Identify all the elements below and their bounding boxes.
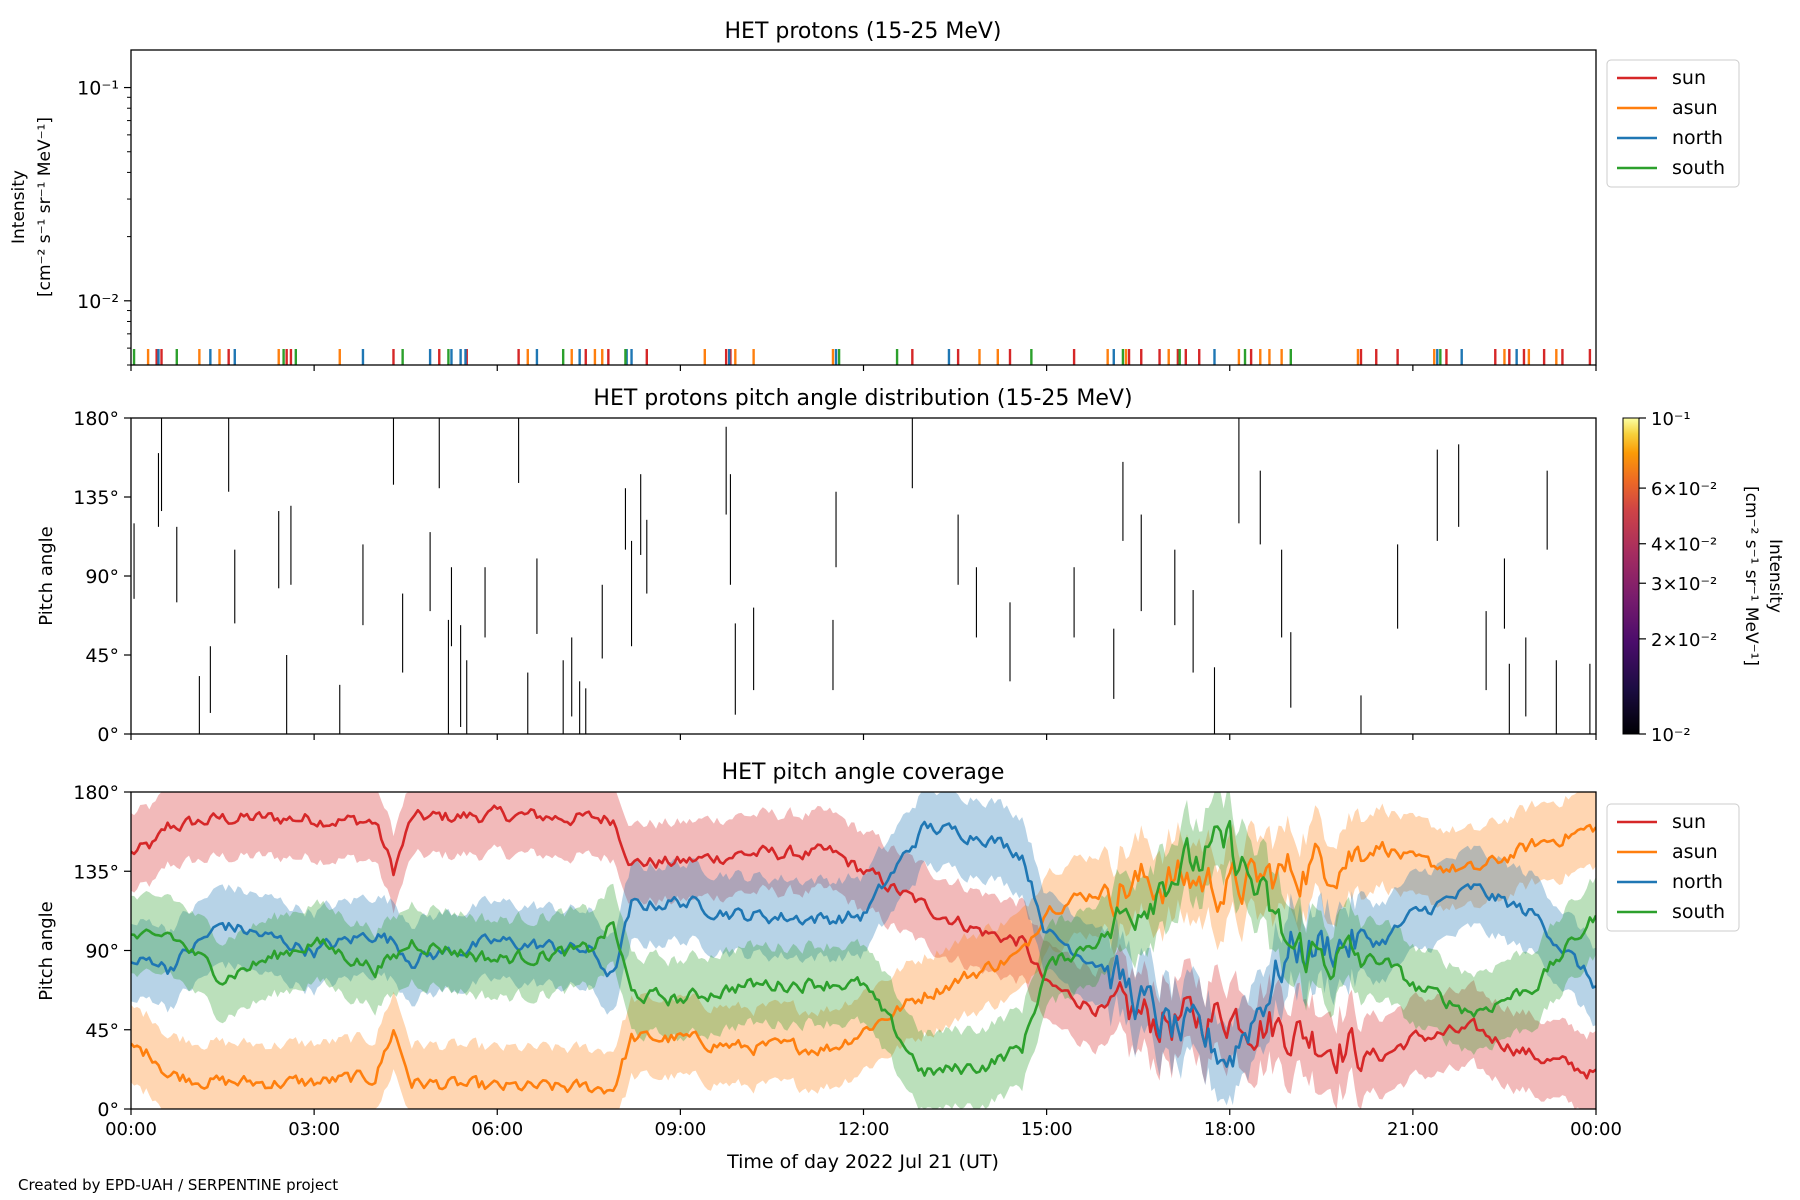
x-axis-label: Time of day 2022 Jul 21 (UT): [726, 1151, 999, 1173]
y-tick-label: 180°: [73, 782, 119, 804]
intensity-y-label: Intensity [cm⁻² s⁻¹ sr⁻¹ MeV⁻¹]: [9, 117, 55, 297]
pad-y-label: Pitch angle: [36, 526, 57, 625]
colorbar-tick-label: 2×10⁻²: [1651, 630, 1717, 651]
y-tick-label: 0°: [97, 1099, 119, 1121]
colorbar-label-line1: Intensity: [1765, 539, 1785, 613]
y-tick-label: 45°: [85, 1020, 119, 1042]
coverage-legend: sun asun north south: [1606, 803, 1740, 932]
x-tick-label: 15:00: [1021, 1119, 1073, 1140]
pad-panel-title: HET protons pitch angle distribution (15…: [593, 386, 1132, 411]
coverage-bands: [131, 792, 1596, 1109]
coverage-lines: [131, 804, 1596, 1095]
coverage-legend-box: [1606, 803, 1740, 932]
intensity-panel: HET protons (15-25 MeV) 10⁻¹ 10⁻² Intensi…: [9, 19, 1740, 371]
x-tick-label: 09:00: [654, 1119, 706, 1140]
colorbar-label-line2: [cm⁻² s⁻¹ sr⁻¹ MeV⁻¹]: [1741, 486, 1761, 666]
x-tick-label: 00:00: [1570, 1119, 1622, 1140]
sun-coverage-band: [131, 792, 1596, 1109]
coverage-y-label: Pitch angle: [36, 901, 57, 1000]
legend2-south-label: south: [1672, 901, 1725, 923]
intensity-y-label-line1: Intensity: [9, 170, 29, 244]
y-tick-label: 135°: [73, 487, 119, 509]
y-tick-label: 45°: [85, 645, 119, 667]
colorbar-ticks: 10⁻¹ 6×10⁻² 4×10⁻² 3×10⁻² 2×10⁻² 10⁻²: [1639, 409, 1717, 746]
intensity-spikes: [132, 349, 1592, 365]
coverage-panel: HET pitch angle coverage 0° 45° 90° 135° 180…: [36, 760, 1740, 1173]
x-tick-label: 18:00: [1204, 1119, 1256, 1140]
intensity-y-ticks: 10⁻¹ 10⁻²: [77, 78, 131, 366]
south-coverage-band: [131, 792, 1596, 1109]
coverage-y-ticks: 0° 45° 90° 135° 180°: [73, 782, 131, 1121]
y-tick-label: 90°: [85, 566, 119, 588]
y-tick-label: 180°: [73, 408, 119, 430]
intensity-y-label-line2: [cm⁻² s⁻¹ sr⁻¹ MeV⁻¹]: [35, 117, 55, 297]
y-tick-label: 135°: [73, 861, 119, 883]
pad-panel-frame: [130, 417, 1597, 735]
colorbar: 10⁻¹ 6×10⁻² 4×10⁻² 3×10⁻² 2×10⁻² 10⁻² Intensi…: [1622, 409, 1785, 746]
legend2-north-label: north: [1672, 871, 1723, 893]
intensity-panel-frame: [130, 49, 1597, 366]
intensity-x-ticks: [130, 365, 1597, 371]
legend2-sun-label: sun: [1672, 811, 1706, 833]
pad-y-ticks: 0° 45° 90° 135° 180°: [73, 408, 131, 746]
legend2-asun-label: asun: [1672, 841, 1718, 863]
coverage-panel-title: HET pitch angle coverage: [722, 760, 1005, 785]
colorbar-tick-label: 10⁻¹: [1651, 409, 1691, 430]
intensity-panel-title: HET protons (15-25 MeV): [725, 19, 1002, 44]
pad-panel: HET protons pitch angle distribution (15…: [36, 386, 1785, 746]
pad-segments: [133, 418, 1591, 734]
colorbar-gradient: [1622, 417, 1640, 735]
y-tick-label: 90°: [85, 941, 119, 963]
colorbar-tick-label: 10⁻²: [1651, 725, 1691, 746]
y-tick-label: 10⁻¹: [77, 78, 119, 100]
x-tick-label: 03:00: [288, 1119, 340, 1140]
legend-south-label: south: [1672, 157, 1725, 179]
colorbar-tick-label: 3×10⁻²: [1651, 574, 1717, 595]
colorbar-tick-label: 4×10⁻²: [1651, 535, 1717, 556]
coverage-x-ticks: 00:00 03:00 06:00 09:00 12:00 15:00 18:00 21:00…: [105, 1109, 1622, 1140]
x-tick-label: 21:00: [1387, 1119, 1439, 1140]
intensity-legend: sun asun north south: [1606, 59, 1740, 188]
legend-asun-label: asun: [1672, 97, 1718, 119]
legend-north-label: north: [1672, 127, 1723, 149]
colorbar-tick-label: 6×10⁻²: [1651, 479, 1717, 500]
sun-coverage-line: [131, 804, 1596, 1080]
x-tick-label: 12:00: [838, 1119, 890, 1140]
credit-text: Created by EPD-UAH / SERPENTINE project: [18, 1176, 339, 1194]
y-tick-label: 0°: [97, 724, 119, 746]
north-coverage-line: [131, 820, 1596, 1068]
south-coverage-line: [131, 819, 1596, 1077]
legend-sun-label: sun: [1672, 67, 1706, 89]
intensity-legend-box: [1606, 59, 1740, 188]
pad-x-ticks: [130, 734, 1597, 740]
asun-coverage-line: [131, 823, 1596, 1095]
x-tick-label: 00:00: [105, 1119, 157, 1140]
x-tick-label: 06:00: [471, 1119, 523, 1140]
y-tick-label: 10⁻²: [77, 291, 119, 313]
